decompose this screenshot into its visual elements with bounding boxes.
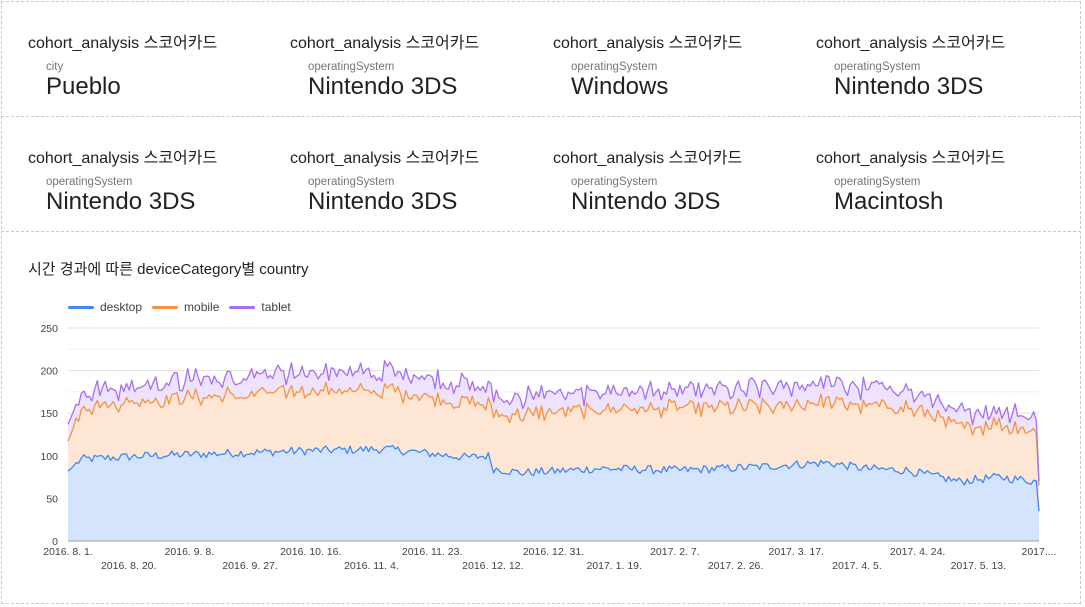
x-tick-label: 2017. 4. 5. bbox=[832, 560, 882, 572]
x-tick-label: 2017. 2. 26. bbox=[708, 560, 763, 572]
scorecard[interactable]: cohort_analysis 스코어카드 operatingSystem Ni… bbox=[816, 29, 1066, 129]
x-tick-label: 2016. 9. 27. bbox=[222, 560, 277, 572]
y-tick-label: 250 bbox=[40, 323, 58, 335]
y-tick-label: 0 bbox=[52, 536, 58, 548]
scorecard-title: cohort_analysis 스코어카드 bbox=[290, 35, 480, 52]
scorecard-dimension-label: operatingSystem bbox=[46, 176, 133, 188]
scorecard-value: Nintendo 3DS bbox=[46, 188, 196, 215]
x-tick-label: 2016. 12. 31. bbox=[523, 546, 584, 558]
x-tick-label: 2016. 11. 4. bbox=[344, 560, 399, 572]
scorecard[interactable]: cohort_analysis 스코어카드 operatingSystem Ni… bbox=[553, 144, 803, 244]
chart-legend: desktop mobile tablet bbox=[68, 298, 301, 316]
scorecard-title: cohort_analysis 스코어카드 bbox=[290, 150, 480, 167]
y-tick-label: 150 bbox=[40, 408, 58, 420]
y-tick-label: 200 bbox=[40, 366, 58, 378]
series-line-mobile bbox=[67, 381, 1040, 486]
x-tick-label: 2017. 4. 24. bbox=[890, 546, 945, 558]
area-fill-desktop bbox=[68, 445, 1039, 541]
x-tick-label: 2017. 2. 7. bbox=[650, 546, 700, 558]
y-tick-label: 100 bbox=[40, 451, 58, 463]
scorecard-dimension-label: operatingSystem bbox=[834, 176, 921, 188]
x-tick-label: 2017. 3. 17. bbox=[769, 546, 824, 558]
scorecard-dimension-label: operatingSystem bbox=[571, 61, 658, 73]
legend-swatch bbox=[229, 305, 256, 309]
x-tick-label: 2016. 9. 8. bbox=[165, 546, 215, 558]
scorecard-value: Pueblo bbox=[46, 73, 121, 100]
x-tick-label: 2017. 1. 19. bbox=[586, 560, 641, 572]
series-line-desktop bbox=[67, 444, 1040, 512]
legend-swatch bbox=[68, 305, 94, 309]
x-tick-label: 2016. 8. 20. bbox=[101, 560, 156, 572]
scorecard-dimension-label: operatingSystem bbox=[308, 176, 395, 188]
row-divider bbox=[1, 231, 1081, 232]
y-tick-label: 50 bbox=[46, 493, 58, 505]
scorecard-dimension-label: operatingSystem bbox=[834, 61, 921, 73]
scorecard-dimension-label: operatingSystem bbox=[308, 61, 395, 73]
x-tick-label: 2016. 8. 1. bbox=[43, 546, 93, 558]
x-tick-label: 2017. 5. 13. bbox=[951, 560, 1006, 572]
x-tick-label: 2016. 10. 16. bbox=[280, 546, 341, 558]
legend-swatch bbox=[152, 305, 179, 309]
scorecard-title: cohort_analysis 스코어카드 bbox=[816, 35, 1006, 52]
scorecard-value: Nintendo 3DS bbox=[308, 73, 458, 100]
chart-title: 시간 경과에 따른 deviceCategory별 country bbox=[28, 261, 309, 278]
legend-item-tablet[interactable]: tablet bbox=[229, 300, 291, 314]
scorecard[interactable]: cohort_analysis 스코어카드 city Pueblo bbox=[28, 29, 278, 129]
series-line-tablet bbox=[67, 359, 1040, 482]
scorecard[interactable]: cohort_analysis 스코어카드 operatingSystem Ni… bbox=[290, 29, 540, 129]
legend-label: tablet bbox=[261, 300, 291, 314]
scorecard[interactable]: cohort_analysis 스코어카드 operatingSystem Ni… bbox=[28, 144, 278, 244]
area-fill-mobile bbox=[68, 382, 1039, 512]
legend-label: mobile bbox=[184, 300, 220, 314]
scorecard-title: cohort_analysis 스코어카드 bbox=[816, 150, 1006, 167]
scorecard-title: cohort_analysis 스코어카드 bbox=[28, 150, 218, 167]
x-tick-label: 2016. 12. 12. bbox=[462, 560, 523, 572]
scorecard-value: Macintosh bbox=[834, 188, 944, 215]
scorecard-title: cohort_analysis 스코어카드 bbox=[553, 150, 743, 167]
row-divider bbox=[1, 116, 1081, 117]
scorecard-dimension-label: operatingSystem bbox=[571, 176, 658, 188]
x-tick-label: 2017.... bbox=[1021, 546, 1056, 558]
scorecard-title: cohort_analysis 스코어카드 bbox=[553, 35, 743, 52]
legend-item-desktop[interactable]: desktop bbox=[68, 300, 142, 314]
scorecard[interactable]: cohort_analysis 스코어카드 operatingSystem Wi… bbox=[553, 29, 803, 129]
scorecard-value: Nintendo 3DS bbox=[571, 188, 721, 215]
scorecard[interactable]: cohort_analysis 스코어카드 operatingSystem Ni… bbox=[290, 144, 540, 244]
scorecard-value: Nintendo 3DS bbox=[834, 73, 984, 100]
area-chart[interactable]: 0 50 100 150 200 250 2016. 8. 1. 2016. 9. 8. 201… bbox=[0, 318, 1085, 588]
scorecard-dimension-label: city bbox=[46, 61, 64, 73]
scorecard-title: cohort_analysis 스코어카드 bbox=[28, 35, 218, 52]
scorecard-value: Nintendo 3DS bbox=[308, 188, 458, 215]
x-tick-label: 2016. 11. 23. bbox=[402, 546, 463, 558]
scorecard-value: Windows bbox=[571, 73, 669, 100]
scorecard[interactable]: cohort_analysis 스코어카드 operatingSystem Ma… bbox=[816, 144, 1066, 244]
legend-label: desktop bbox=[100, 300, 143, 314]
legend-item-mobile[interactable]: mobile bbox=[152, 300, 219, 314]
